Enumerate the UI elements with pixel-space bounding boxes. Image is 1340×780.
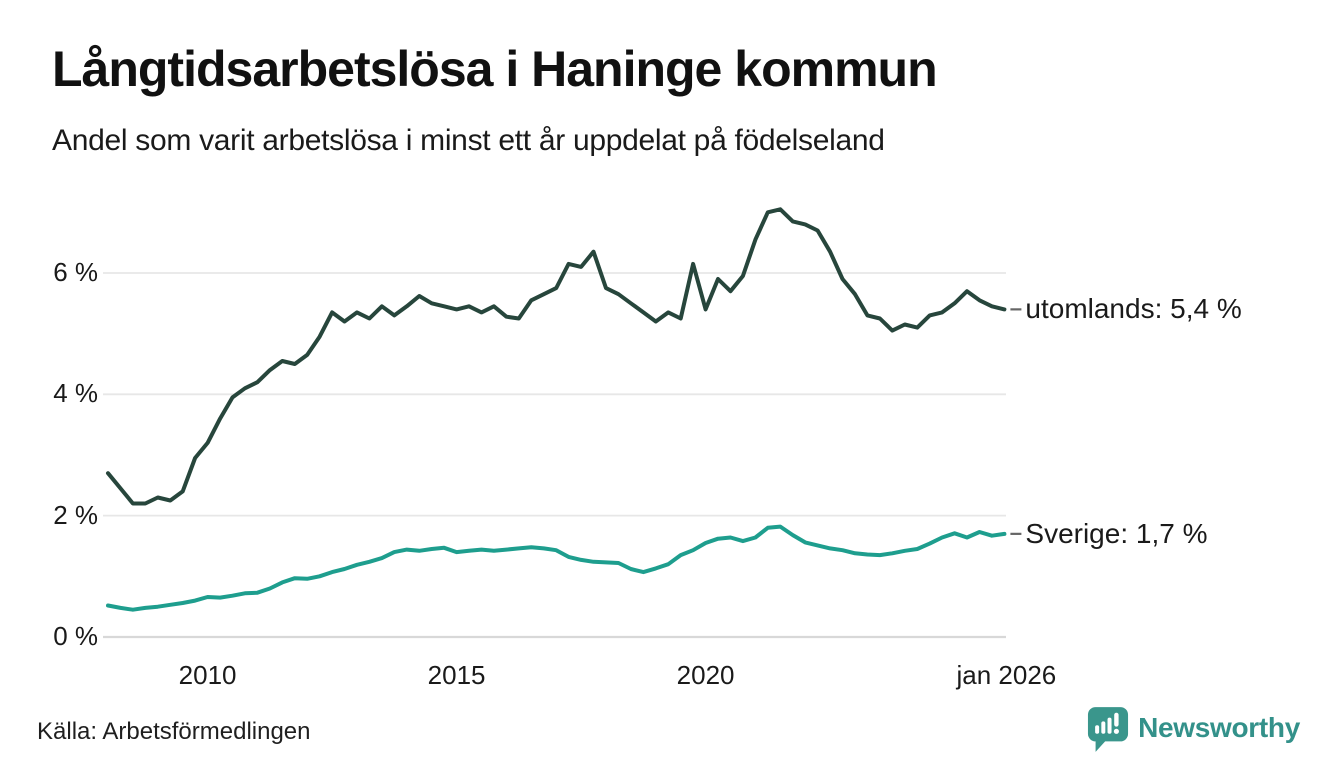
end-label-sverige: Sverige: 1,7 % xyxy=(1025,517,1208,549)
line-utomlands xyxy=(106,207,1007,506)
x-tick-label-2010: 2010 xyxy=(178,660,237,690)
newsworthy-logo: Newsworthy xyxy=(1087,706,1300,758)
page-subtitle: Andel som varit arbetslösa i minst ett å… xyxy=(52,124,885,157)
page-title: Långtidsarbetslösa i Haninge kommun xyxy=(52,41,938,97)
source-note: Källa: Arbetsförmedlingen xyxy=(37,718,311,745)
x-tick-label-2015: 2015 xyxy=(427,660,486,690)
y-tick-label-2: 2 % xyxy=(53,499,98,530)
brand-name: Newsworthy xyxy=(1138,712,1300,743)
y-tick-label-0: 0 % xyxy=(53,620,98,651)
y-tick-label-4: 4 % xyxy=(53,378,98,409)
y-tick-label-6: 6 % xyxy=(53,256,98,287)
end-label-utomlands: utomlands: 5,4 % xyxy=(1025,293,1242,325)
x-tick-label-jan-2026: jan 2026 xyxy=(956,660,1057,690)
x-tick-label-2020: 2020 xyxy=(676,660,735,690)
newsworthy-bubble-chart-icon xyxy=(1087,706,1129,758)
line-sverige xyxy=(106,524,1007,612)
